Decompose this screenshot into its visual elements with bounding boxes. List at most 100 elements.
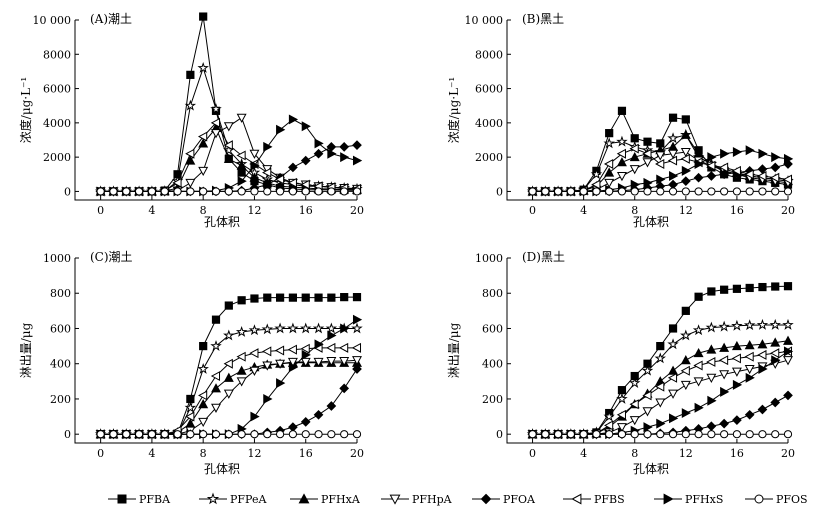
data-point [211,430,221,439]
data-point [340,430,349,439]
data-point [706,171,717,181]
data-point [617,187,627,196]
data-point [642,158,653,168]
y-axis-label: 浓度/μg·L⁻¹ [446,77,461,143]
data-point [147,430,157,439]
data-point [250,187,259,196]
data-point [668,113,678,122]
data-point [300,357,311,368]
data-point [340,323,350,334]
data-point [313,148,324,159]
data-point [553,430,563,439]
y-axis-label: 淋出量/μg [447,322,461,378]
data-point [769,318,781,330]
data-point [211,187,221,196]
data-point [694,430,703,439]
data-point [314,339,324,350]
data-point [327,430,336,439]
data-point [616,409,626,420]
data-point [643,187,652,196]
series-pfos [528,187,793,196]
data-point [744,169,754,180]
panel-title: (B)黑土 [522,12,564,26]
data-point [210,117,221,128]
data-point [339,383,350,394]
data-point [604,178,615,189]
data-point [616,423,627,433]
y-tick-label: 0 [496,428,503,441]
data-point [617,106,627,115]
data-point [314,187,323,196]
data-point [642,390,652,401]
data-point [656,341,665,351]
x-tick-label: 16 [730,447,744,460]
data-point [693,172,704,183]
data-point [693,377,704,387]
data-point [668,324,678,333]
legend-marker [298,493,310,504]
data-point [783,153,794,164]
legend-label: PFBA [139,493,171,506]
y-tick-label: 10 000 [33,14,72,27]
legend: PFBA PFPeA PFHxA PFHpA PFOA PFBS PFHxS PFOS [108,492,808,506]
data-point [96,187,105,196]
data-point [681,165,692,176]
data-point [603,420,614,431]
data-point [351,322,363,334]
data-point [656,418,666,429]
data-point [276,378,286,389]
legend-label: PFPeA [230,493,267,506]
data-point [352,187,362,196]
data-point [783,187,793,196]
data-point [706,356,716,367]
data-point [719,418,729,429]
data-point [197,390,208,401]
x-tick-label: 4 [580,204,587,217]
y-tick-label: 6000 [43,83,71,96]
data-point [592,187,601,196]
data-point [693,347,704,358]
data-point [237,176,247,187]
data-point [757,404,768,415]
data-point [681,187,690,196]
y-axis-label: 浓度/μg·L⁻¹ [18,77,33,143]
data-point [667,155,678,166]
y-tick-label: 600 [482,322,503,335]
data-point [173,430,182,439]
data-point [655,381,665,392]
data-point [210,371,221,382]
series-pfos [96,187,362,196]
data-point [579,430,588,439]
data-point [237,430,246,439]
data-point [134,187,144,196]
data-point [262,361,273,371]
data-point [262,346,272,357]
data-point [172,177,182,188]
y-tick-label: 400 [482,358,503,371]
data-point [352,293,362,302]
data-point [641,364,654,376]
data-point [579,187,588,196]
data-point [655,398,666,408]
x-axis-label: 孔体积 [633,462,669,476]
data-point [199,12,208,21]
data-point [211,383,221,393]
axis-frame [74,258,357,444]
data-point [250,430,259,439]
data-point [694,159,704,169]
data-point [731,367,742,377]
data-point [771,430,780,439]
y-tick-label: 8000 [475,48,503,61]
data-point [656,187,665,196]
data-point [680,365,690,376]
data-point [744,409,755,420]
data-point [312,322,325,334]
legend-marker [480,493,492,505]
data-point [134,430,144,439]
data-point [680,153,690,164]
data-point [327,330,337,341]
data-point [199,341,208,351]
data-point [629,143,639,154]
data-point [756,318,769,330]
